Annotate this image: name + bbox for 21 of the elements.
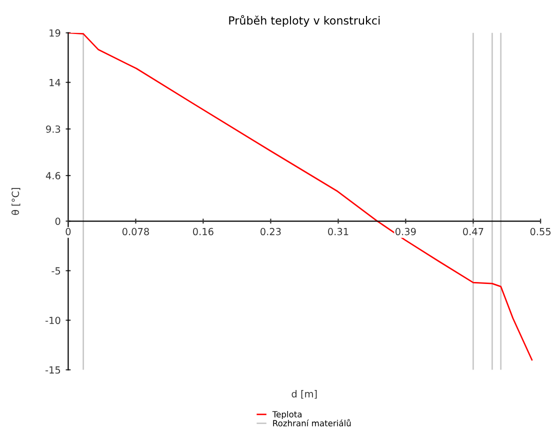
x-tick-label: 0.31 — [328, 228, 348, 236]
x-tick-label: 0.23 — [260, 228, 281, 236]
x-tick-label: 0.078 — [122, 228, 149, 236]
y-tick-label: 14 — [50, 78, 60, 86]
chart-title: Průběh teploty v konstrukci — [229, 15, 380, 27]
x-tick-label: 0.16 — [192, 228, 214, 236]
y-axis-title: θ [°C] — [11, 188, 20, 215]
y-tick-label: 4.6 — [46, 172, 60, 180]
y-tick-label: 19 — [50, 29, 60, 37]
y-tick-label: 9.3 — [46, 125, 60, 133]
x-tick-label: 0.55 — [530, 228, 551, 236]
legend-label: Rozhraní materiálů — [273, 419, 351, 426]
y-tick-label: 0 — [55, 218, 60, 225]
legend-label: Teplota — [272, 410, 302, 420]
y-tick-label: -15 — [46, 366, 60, 374]
y-tick-label: -5 — [52, 267, 60, 275]
x-tick-label: 0 — [66, 228, 71, 236]
x-axis-title: d [m] — [292, 390, 317, 399]
x-tick-label: 0.39 — [395, 228, 416, 236]
x-tick-label: 0.47 — [463, 228, 484, 236]
y-tick-label: -10 — [46, 316, 60, 324]
